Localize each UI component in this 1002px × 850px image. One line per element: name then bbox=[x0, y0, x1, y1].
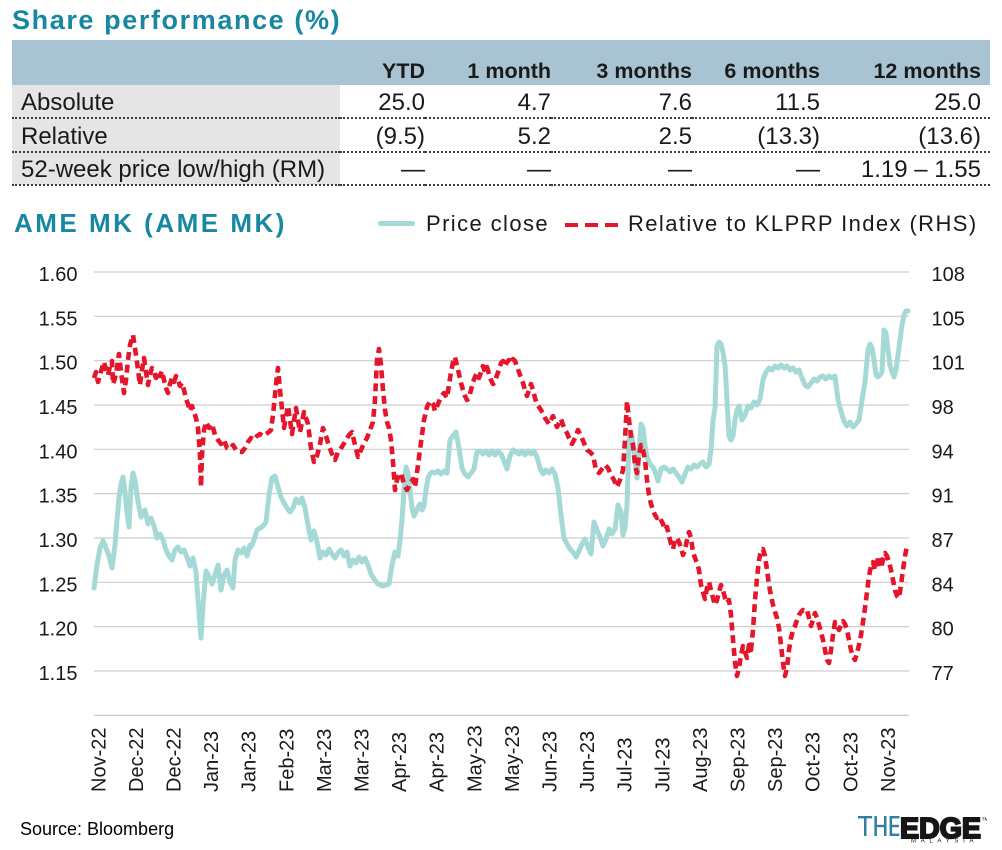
svg-text:Jun-23: Jun-23 bbox=[540, 731, 562, 792]
svg-text:Oct-23: Oct-23 bbox=[803, 732, 825, 792]
svg-text:80: 80 bbox=[932, 619, 954, 641]
svg-text:84: 84 bbox=[932, 574, 954, 596]
svg-text:May-23: May-23 bbox=[502, 725, 524, 792]
svg-text:1.35: 1.35 bbox=[39, 486, 78, 508]
svg-text:Dec-22: Dec-22 bbox=[164, 728, 186, 792]
svg-text:Sep-23: Sep-23 bbox=[728, 728, 750, 793]
svg-text:Jun-23: Jun-23 bbox=[577, 731, 599, 792]
svg-text:1.25: 1.25 bbox=[39, 574, 78, 596]
svg-text:94: 94 bbox=[932, 441, 954, 463]
svg-text:Jan-23: Jan-23 bbox=[239, 731, 261, 792]
svg-text:Oct-23: Oct-23 bbox=[840, 732, 862, 792]
svg-text:1.60: 1.60 bbox=[39, 264, 78, 286]
svg-text:1.50: 1.50 bbox=[39, 353, 78, 375]
svg-text:Aug-23: Aug-23 bbox=[690, 728, 712, 793]
svg-text:™: ™ bbox=[981, 816, 987, 825]
svg-text:Mar-23: Mar-23 bbox=[314, 729, 336, 792]
svg-text:Sep-23: Sep-23 bbox=[765, 728, 787, 793]
svg-text:1.55: 1.55 bbox=[39, 308, 78, 330]
svg-text:108: 108 bbox=[932, 264, 965, 286]
svg-text:1.15: 1.15 bbox=[39, 663, 78, 685]
svg-text:1.20: 1.20 bbox=[39, 619, 78, 641]
svg-text:Jul-23: Jul-23 bbox=[652, 738, 674, 792]
svg-text:Jan-23: Jan-23 bbox=[201, 731, 223, 792]
svg-text:101: 101 bbox=[932, 353, 965, 375]
svg-text:Dec-22: Dec-22 bbox=[126, 728, 148, 792]
svg-text:91: 91 bbox=[932, 486, 954, 508]
svg-text:Nov-22: Nov-22 bbox=[88, 728, 110, 792]
svg-text:98: 98 bbox=[932, 397, 954, 419]
svg-text:EDGE: EDGE bbox=[900, 813, 981, 843]
svg-text:Jul-23: Jul-23 bbox=[615, 738, 637, 792]
svg-text:1.40: 1.40 bbox=[39, 441, 78, 463]
svg-text:Apr-23: Apr-23 bbox=[427, 732, 449, 792]
svg-text:105: 105 bbox=[932, 308, 965, 330]
svg-text:Apr-23: Apr-23 bbox=[389, 732, 411, 792]
svg-text:MALAYSIA: MALAYSIA bbox=[911, 839, 978, 844]
svg-text:87: 87 bbox=[932, 530, 954, 552]
svg-text:Nov-23: Nov-23 bbox=[878, 728, 900, 792]
svg-text:May-23: May-23 bbox=[464, 725, 486, 792]
svg-text:1.45: 1.45 bbox=[39, 397, 78, 419]
svg-text:Mar-23: Mar-23 bbox=[352, 729, 374, 792]
svg-text:1.30: 1.30 bbox=[39, 530, 78, 552]
svg-text:77: 77 bbox=[932, 663, 954, 685]
svg-text:Feb-23: Feb-23 bbox=[276, 729, 298, 792]
